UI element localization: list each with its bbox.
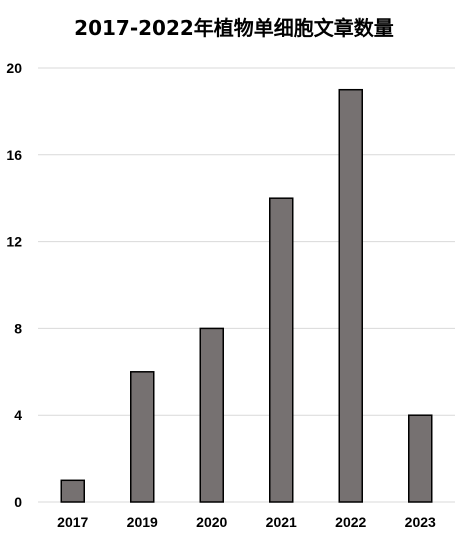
bars — [60, 88, 433, 503]
bar-2017 — [60, 479, 85, 503]
bar-2023 — [408, 414, 433, 503]
chart-title: 2017-2022年植物单细胞文章数量 — [74, 16, 394, 40]
y-tick-label: 0 — [14, 494, 22, 510]
x-tick-label: 2021 — [266, 514, 297, 530]
y-tick-label: 4 — [14, 407, 22, 423]
y-axis-tick-labels: 0 4 8 12 16 20 — [6, 60, 22, 510]
gridlines — [38, 67, 455, 503]
bar-2020 — [199, 327, 224, 503]
bar-2021 — [269, 197, 294, 503]
x-axis-tick-labels: 2017 2019 2020 2021 2022 2023 — [57, 514, 436, 530]
x-tick-label: 2022 — [335, 514, 366, 530]
y-tick-label: 16 — [6, 147, 22, 163]
x-tick-label: 2019 — [127, 514, 158, 530]
y-tick-label: 20 — [6, 60, 22, 76]
x-tick-label: 2020 — [196, 514, 227, 530]
x-tick-label: 2023 — [405, 514, 436, 530]
bar-2019 — [130, 371, 155, 503]
bar-2022 — [338, 88, 363, 503]
y-tick-label: 12 — [6, 234, 22, 250]
y-tick-label: 8 — [14, 320, 22, 336]
x-tick-label: 2017 — [57, 514, 88, 530]
